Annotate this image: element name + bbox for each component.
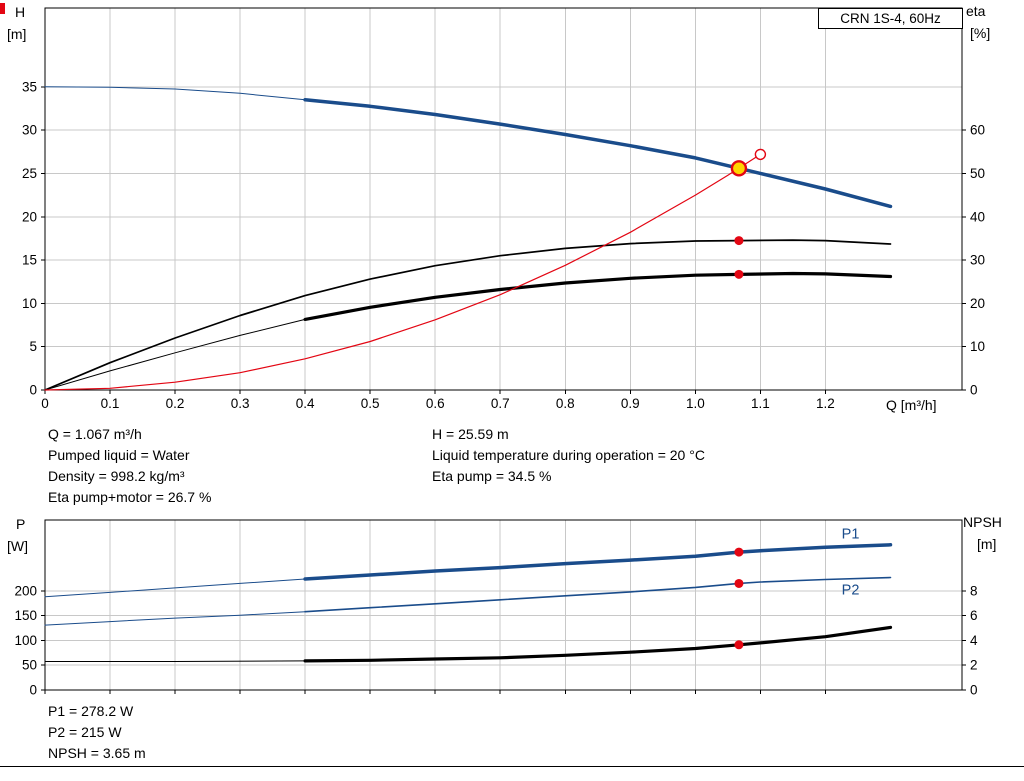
duty-head-text: H = 25.59 m xyxy=(432,426,509,442)
x-tick-label: 0.9 xyxy=(621,396,640,411)
x-tick-label: 0.5 xyxy=(361,396,380,411)
x-tick-label: 0.6 xyxy=(426,396,445,411)
upper-y-left-axis-unit: [m] xyxy=(7,26,27,42)
corner-red-mark xyxy=(0,3,5,14)
y-right-tick-label: 0 xyxy=(970,683,978,698)
plot-border xyxy=(44,519,963,691)
npsh-curve xyxy=(303,625,893,663)
x-tick-label: 0.2 xyxy=(166,396,185,411)
upper-y-left-axis-title: H xyxy=(15,4,26,20)
x-tick-label: 1.0 xyxy=(686,396,705,411)
lower-y-left-axis-unit: [W] xyxy=(7,538,28,554)
y-right-tick-label: 60 xyxy=(970,123,985,138)
x-tick-label: 0.8 xyxy=(556,396,575,411)
x-tick-label: 1.1 xyxy=(751,396,770,411)
y-right-tick-label: 30 xyxy=(970,253,985,268)
y-right-tick-label: 2 xyxy=(970,658,978,673)
x-axis-title: Q [m³/h] xyxy=(886,397,937,413)
y-right-tick-label: 10 xyxy=(970,339,985,354)
lower-y-right-axis-title: NPSH xyxy=(963,514,1002,530)
eta-pump-motor-duty-point xyxy=(734,269,744,279)
pumped-liquid-text: Pumped liquid = Water xyxy=(48,447,190,463)
duty-result-left-column: Q = 1.067 m³/h Pumped liquid = Water Den… xyxy=(48,424,211,508)
y-left-tick-label: 15 xyxy=(22,253,37,268)
bottom-divider xyxy=(0,766,1024,767)
curve-label-p2: P2 xyxy=(842,582,860,598)
y-right-tick-label: 40 xyxy=(970,209,985,224)
eta-pump-motor-text: Eta pump+motor = 26.7 % xyxy=(48,489,212,505)
y-left-tick-label: 20 xyxy=(22,209,37,224)
y-left-tick-label: 0 xyxy=(29,683,37,698)
p1-curve xyxy=(303,543,893,581)
curve-label-p1: P1 xyxy=(842,526,860,542)
system-curve xyxy=(44,153,762,391)
y-left-tick-label: 5 xyxy=(29,339,37,354)
x-tick-label: 0.4 xyxy=(296,396,315,411)
plot-border xyxy=(44,7,963,391)
system-curve-end-point xyxy=(754,148,767,161)
y-right-tick-label: 4 xyxy=(970,633,978,648)
npsh-text: NPSH = 3.65 m xyxy=(48,745,146,761)
y-left-tick-label: 30 xyxy=(22,123,37,138)
x-tick-label: 0.1 xyxy=(101,396,120,411)
pump-model-title-box: CRN 1S-4, 60Hz xyxy=(818,8,963,29)
p2-duty-point xyxy=(734,578,744,588)
duty-result-right-column: H = 25.59 m Liquid temperature during op… xyxy=(432,424,705,487)
x-tick-label: 1.2 xyxy=(816,396,835,411)
lower-y-right-axis-unit: [m] xyxy=(977,536,997,552)
npsh-duty-point xyxy=(734,640,744,650)
eta-pump-motor-curve-below-min-flow xyxy=(44,318,306,391)
qh-curve-below-min-flow xyxy=(44,86,306,101)
density-text: Density = 998.2 kg/m³ xyxy=(48,468,185,484)
p1-duty-point xyxy=(734,547,744,557)
eta-pump-duty-point xyxy=(734,236,744,246)
y-left-tick-label: 50 xyxy=(22,658,37,673)
power-npsh-chart: 0 50 100 150 200 0 2 4 6 8 P1 P2 xyxy=(14,519,978,698)
p2-curve-below-min-flow xyxy=(44,611,306,626)
qh-curve xyxy=(303,98,893,209)
duty-flow-text: Q = 1.067 m³/h xyxy=(48,426,142,442)
y-right-tick-label: 50 xyxy=(970,166,985,181)
y-right-tick-label: 0 xyxy=(970,383,978,398)
p1-text: P1 = 278.2 W xyxy=(48,703,134,719)
npsh-curve-below-min-flow xyxy=(44,660,306,662)
x-tick-label: 0.3 xyxy=(231,396,250,411)
upper-y-right-axis-title: eta xyxy=(966,3,986,19)
p2-curve xyxy=(304,576,892,613)
y-left-tick-label: 25 xyxy=(22,166,37,181)
p2-text: P2 = 215 W xyxy=(48,724,122,740)
x-tick-label: 0 xyxy=(41,396,49,411)
y-left-tick-label: 0 xyxy=(29,383,37,398)
lower-y-left-axis-title: P xyxy=(16,516,26,532)
upper-y-right-axis-unit: [%] xyxy=(970,25,991,41)
eta-pump-curve xyxy=(44,239,892,391)
p1-curve-below-min-flow xyxy=(44,578,306,598)
y-left-tick-label: 200 xyxy=(14,583,37,598)
y-right-tick-label: 6 xyxy=(970,608,978,623)
y-right-tick-label: 8 xyxy=(970,583,978,598)
y-left-tick-label: 100 xyxy=(14,633,37,648)
y-left-tick-label: 35 xyxy=(22,79,37,94)
eta-pump-text: Eta pump = 34.5 % xyxy=(432,468,552,484)
y-right-tick-label: 20 xyxy=(970,296,985,311)
power-result-column: P1 = 278.2 W P2 = 215 W NPSH = 3.65 m xyxy=(48,701,146,764)
liquid-temperature-text: Liquid temperature during operation = 20… xyxy=(432,447,705,463)
qh-eta-chart: 0 0.1 0.2 0.3 0.4 0.5 0.6 0.7 0.8 0.9 1.0 1.1 1.2 0 5 1… xyxy=(22,7,985,411)
x-tick-label: 0.7 xyxy=(491,396,510,411)
duty-point xyxy=(730,160,748,177)
y-left-tick-label: 150 xyxy=(14,608,37,623)
eta-pump-motor-curve xyxy=(303,271,893,321)
y-left-tick-label: 10 xyxy=(22,296,37,311)
